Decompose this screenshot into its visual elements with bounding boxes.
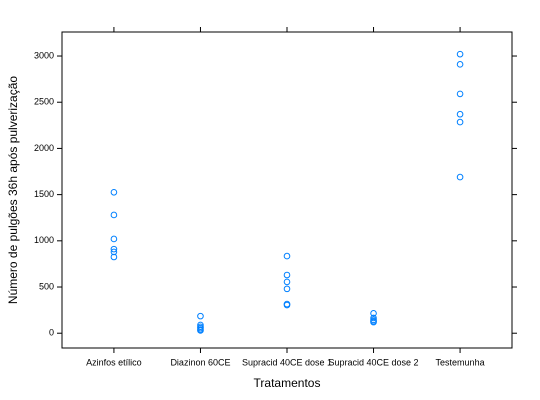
y-tick-label: 500 — [39, 281, 54, 291]
point — [110, 253, 118, 261]
x-tick-label: Supracid 40CE dose 1 — [242, 357, 332, 367]
x-tick-label: Azinfos etílico — [86, 357, 142, 367]
x-tick-label: Supracid 40CE dose 2 — [329, 357, 419, 367]
y-tick-label: 1500 — [34, 189, 54, 199]
y-axis-title: Número de pulgões 36h após pulverização — [6, 76, 20, 304]
point — [197, 327, 204, 334]
point — [110, 245, 118, 253]
panel-border — [61, 31, 513, 349]
point — [370, 314, 377, 322]
point — [110, 189, 118, 196]
point — [197, 312, 204, 320]
point — [110, 248, 118, 256]
point — [456, 90, 464, 98]
y-tick-label: 2500 — [34, 97, 54, 107]
point — [110, 211, 118, 219]
point — [456, 110, 464, 118]
y-tick-label: 1000 — [34, 235, 54, 245]
point — [370, 310, 377, 317]
x-tick-label: Diazinon 60CE — [170, 357, 230, 367]
point — [456, 61, 464, 68]
point — [283, 271, 291, 279]
point — [283, 301, 291, 309]
point — [110, 235, 118, 243]
point — [283, 278, 291, 286]
x-tick-label: Testemunha — [436, 357, 485, 367]
point — [283, 252, 291, 260]
y-tick-label: 0 — [49, 328, 54, 338]
point — [456, 118, 464, 126]
y-tick-label: 2000 — [34, 143, 54, 153]
point — [283, 285, 291, 293]
point — [456, 173, 464, 181]
point — [370, 318, 377, 326]
point — [456, 50, 464, 58]
x-axis-title: Tratamentos — [254, 376, 321, 390]
y-tick-label: 3000 — [34, 50, 54, 60]
